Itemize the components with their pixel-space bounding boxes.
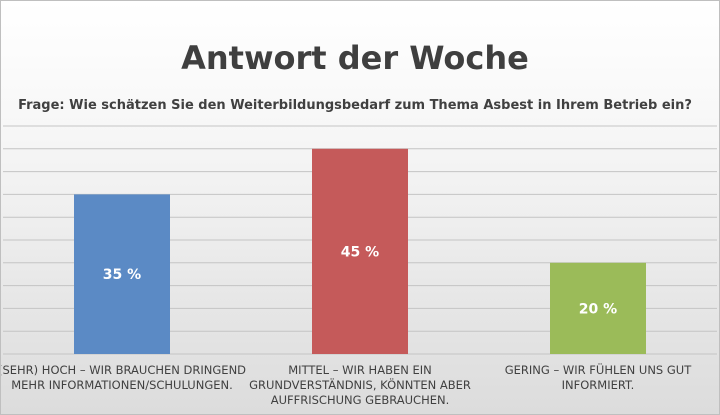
category-label-2-line-1: MITTEL – WIR HABEN EIN <box>288 363 432 377</box>
bar-2 <box>312 148 408 354</box>
chart-subtitle: Frage: Wie schätzen Sie den Weiterbildun… <box>18 98 692 113</box>
data-label-2: 45 % <box>341 244 379 260</box>
chart-title: Antwort der Woche <box>181 39 529 77</box>
category-label-3-line-2: INFORMIERT. <box>562 378 635 392</box>
bars <box>74 148 646 354</box>
bar-1 <box>74 194 170 354</box>
data-labels: 35 % 45 % 20 % <box>103 244 617 317</box>
category-label-2-line-3: AUFFRISCHUNG GEBRAUCHEN. <box>271 393 450 407</box>
bar-3 <box>550 262 646 354</box>
category-label-2-line-2: GRUNDVERSTÄNDNIS, KÖNNTEN ABER <box>249 376 471 392</box>
data-label-1: 35 % <box>103 267 141 283</box>
data-label-3: 20 % <box>579 301 617 317</box>
category-label-1-line-1: (SEHR) HOCH – WIR BRAUCHEN DRINGEND <box>1 363 246 377</box>
category-labels: (SEHR) HOCH – WIR BRAUCHEN DRINGENDMEHR … <box>1 361 692 407</box>
category-label-1-line-2: MEHR INFORMATIONEN/SCHULUNGEN. <box>11 378 233 392</box>
category-label-3-line-1: GERING – WIR FÜHLEN UNS GUT <box>505 361 692 377</box>
